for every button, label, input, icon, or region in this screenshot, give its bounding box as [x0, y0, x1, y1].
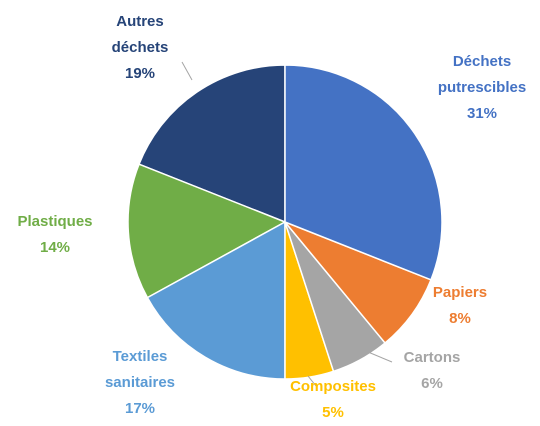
slice-label: Cartons 6%: [382, 345, 482, 397]
pie-slice: [138, 64, 286, 224]
leader-lines: [181, 61, 393, 387]
value-label: 19%: [124, 65, 156, 82]
leader-line: [307, 375, 317, 387]
category-name: Déchets putrescibles: [437, 53, 527, 96]
value-label: 8%: [449, 310, 471, 327]
leader-line: [181, 61, 193, 81]
category-name: Textiles sanitaires: [104, 348, 176, 391]
category-name: Autres déchets: [111, 13, 169, 56]
value-label: 31%: [466, 105, 498, 122]
slice-label: Autres déchets 19%: [100, 9, 180, 87]
category-name: Cartons: [403, 349, 461, 366]
pie-slice: [146, 220, 286, 380]
slice-label: Textiles sanitaires 17%: [95, 344, 185, 422]
slice-label: Déchets putrescibles 31%: [422, 49, 540, 127]
value-label: 6%: [421, 375, 443, 392]
value-label: 17%: [124, 400, 156, 417]
slice-label: Papiers 8%: [410, 280, 510, 332]
pie-slice: [284, 64, 443, 281]
category-name: Plastiques: [17, 213, 93, 230]
value-label: 14%: [39, 239, 71, 256]
leader-line: [367, 351, 393, 363]
pie-slice: [127, 163, 287, 299]
value-label: 5%: [322, 404, 344, 421]
category-name: Papiers: [432, 284, 488, 301]
category-name: Composites: [290, 378, 376, 395]
slice-label: Composites 5%: [273, 374, 393, 426]
slice-label: Plastiques 14%: [0, 209, 110, 261]
